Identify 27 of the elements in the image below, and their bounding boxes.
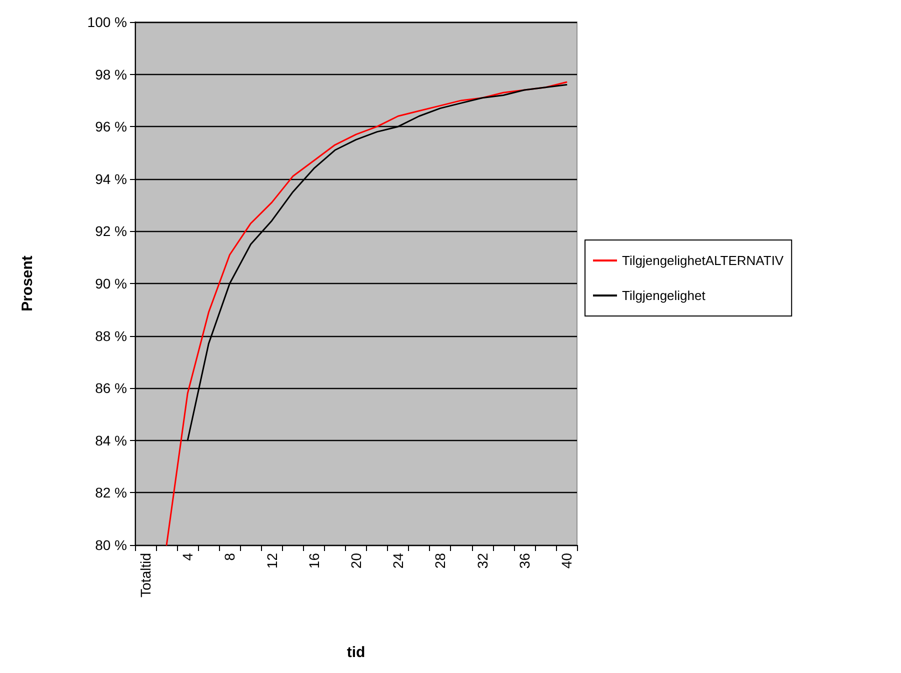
legend-label: Tilgjengelighet bbox=[622, 288, 706, 303]
x-tick-label: 16 bbox=[306, 552, 322, 569]
y-tick-label: 84 % bbox=[95, 432, 127, 448]
y-tick-label: 100 % bbox=[87, 14, 127, 30]
y-tick-label: 96 % bbox=[95, 118, 127, 135]
x-tick-label: 32 bbox=[474, 552, 490, 569]
line-series bbox=[166, 81, 568, 546]
x-tick-label: 4 bbox=[180, 552, 196, 561]
legend-label: TilgjengelighetALTERNATIV bbox=[622, 253, 784, 268]
y-axis-title: Prosent bbox=[19, 256, 36, 312]
y-tick-label: 86 % bbox=[95, 380, 127, 396]
x-tick-label: 8 bbox=[222, 552, 238, 561]
y-tick-label: 90 % bbox=[95, 276, 127, 292]
x-axis-title: tid bbox=[346, 644, 366, 661]
x-tick-label: 24 bbox=[390, 552, 406, 569]
y-tick-label: 80 % bbox=[95, 537, 127, 553]
x-tick-label: 40 bbox=[558, 552, 574, 569]
y-tick-label: 94 % bbox=[95, 170, 127, 187]
x-tick-label: 28 bbox=[432, 552, 448, 569]
y-tick-label: 92 % bbox=[95, 223, 127, 240]
x-tick-label: 20 bbox=[348, 552, 364, 569]
y-tick-label: 82 % bbox=[95, 484, 127, 501]
x-tick-label: 12 bbox=[264, 552, 280, 569]
x-tick-label: Totaltid bbox=[138, 553, 154, 598]
y-tick-label: 98 % bbox=[95, 66, 127, 82]
y-tick-label: 88 % bbox=[95, 328, 127, 344]
x-tick-label: 36 bbox=[516, 552, 532, 569]
